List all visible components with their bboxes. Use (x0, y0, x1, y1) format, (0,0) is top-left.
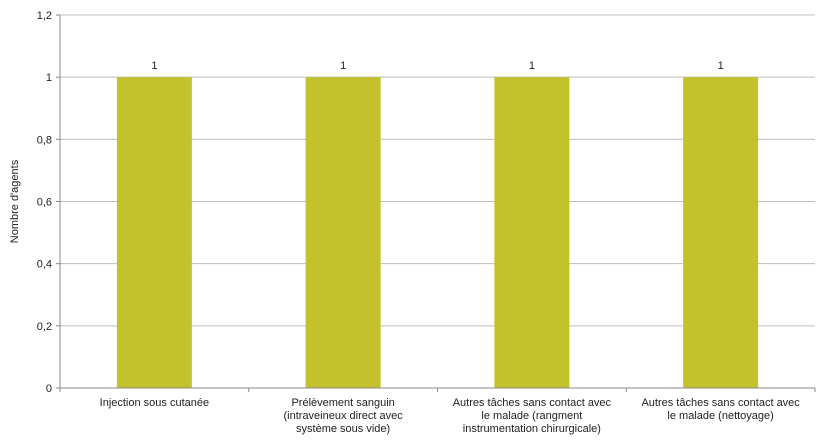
category-label-line: Autres tâches sans contact avec (641, 397, 800, 409)
category-label-line: Injection sous cutanée (100, 397, 209, 409)
bar (494, 77, 570, 389)
bar (116, 77, 192, 389)
data-label: 1 (529, 60, 535, 72)
category-label-line: instrumentation chirurgicale) (463, 423, 601, 435)
y-tick-label: 1,2 (37, 10, 52, 22)
x-axis-categories: Injection sous cutanée Prélèvement sangui… (59, 388, 816, 435)
category-label-line: Autres tâches sans contact avec (453, 397, 612, 409)
category-label-line: système sous vide) (296, 423, 390, 435)
category-label-line: le malade (nettoyage) (667, 410, 773, 422)
data-labels: 1 1 1 1 (151, 60, 723, 72)
y-tick-label: 0,8 (37, 134, 52, 146)
data-label: 1 (340, 60, 346, 72)
category-label: Autres tâches sans contact avec le malade… (453, 397, 612, 435)
bars (116, 77, 759, 389)
category-label-line: Prélèvement sanguin (291, 397, 394, 409)
y-axis-label: Nombre d'agents (9, 159, 21, 243)
bar (683, 77, 759, 389)
data-label: 1 (151, 60, 157, 72)
y-tick-label: 0,2 (37, 321, 52, 333)
y-tick-label: 0,6 (37, 197, 52, 209)
category-label-line: (intraveineux direct avec (284, 410, 404, 422)
y-axis-ticks: 0 0,2 0,4 0,6 0,8 1 1,2 (37, 10, 60, 395)
y-tick-label: 1 (46, 72, 52, 84)
y-tick-label: 0 (46, 383, 52, 395)
category-label-line: le malade (rangment (481, 410, 582, 422)
data-label: 1 (718, 60, 724, 72)
category-label: Injection sous cutanée (100, 397, 209, 409)
bar (305, 77, 381, 389)
y-tick-label: 0,4 (37, 259, 52, 271)
category-label: Autres tâches sans contact avec le malade… (641, 397, 800, 422)
category-label: Prélèvement sanguin (intraveineux direct … (284, 397, 404, 435)
